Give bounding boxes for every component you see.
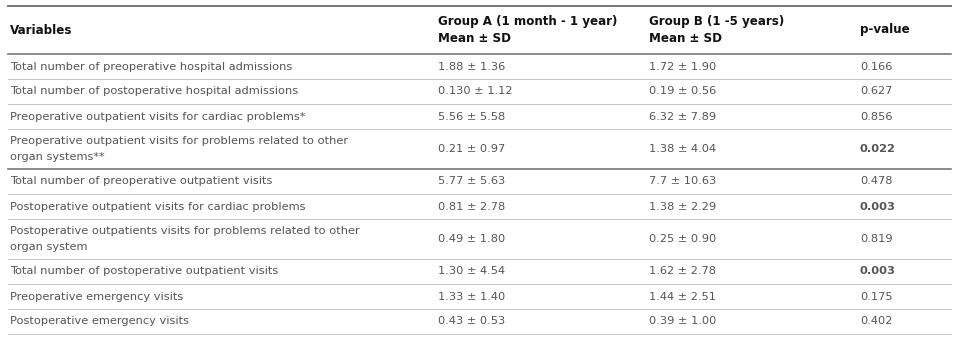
Text: 0.21 ± 0.97: 0.21 ± 0.97: [438, 144, 505, 154]
Text: Total number of preoperative outpatient visits: Total number of preoperative outpatient …: [10, 176, 272, 187]
Text: 0.130 ± 1.12: 0.130 ± 1.12: [438, 86, 512, 97]
Text: 0.175: 0.175: [860, 292, 893, 301]
Text: 0.43 ± 0.53: 0.43 ± 0.53: [438, 316, 505, 327]
Text: 1.44 ± 2.51: 1.44 ± 2.51: [649, 292, 716, 301]
Text: 0.39 ± 1.00: 0.39 ± 1.00: [649, 316, 716, 327]
Text: 0.022: 0.022: [860, 144, 896, 154]
Text: 0.25 ± 0.90: 0.25 ± 0.90: [649, 234, 716, 244]
Text: 0.003: 0.003: [860, 266, 896, 277]
Text: Postoperative outpatient visits for cardiac problems: Postoperative outpatient visits for card…: [10, 202, 306, 211]
Text: organ system: organ system: [10, 242, 87, 252]
Text: Group B (1 -5 years): Group B (1 -5 years): [649, 15, 784, 28]
Text: 1.72 ± 1.90: 1.72 ± 1.90: [649, 62, 716, 71]
Text: Group A (1 month - 1 year): Group A (1 month - 1 year): [438, 15, 618, 28]
Text: Total number of postoperative outpatient visits: Total number of postoperative outpatient…: [10, 266, 278, 277]
Text: 1.33 ± 1.40: 1.33 ± 1.40: [438, 292, 505, 301]
Text: 0.856: 0.856: [860, 112, 893, 121]
Text: Variables: Variables: [10, 23, 73, 36]
Text: Preoperative emergency visits: Preoperative emergency visits: [10, 292, 183, 301]
Text: Mean ± SD: Mean ± SD: [649, 32, 722, 44]
Text: 1.38 ± 4.04: 1.38 ± 4.04: [649, 144, 716, 154]
Text: 5.56 ± 5.58: 5.56 ± 5.58: [438, 112, 505, 121]
Text: 0.819: 0.819: [860, 234, 893, 244]
Text: Postoperative outpatients visits for problems related to other: Postoperative outpatients visits for pro…: [10, 226, 360, 236]
Text: Preoperative outpatient visits for problems related to other: Preoperative outpatient visits for probl…: [10, 136, 348, 146]
Text: Preoperative outpatient visits for cardiac problems*: Preoperative outpatient visits for cardi…: [10, 112, 305, 121]
Text: 6.32 ± 7.89: 6.32 ± 7.89: [649, 112, 716, 121]
Text: 0.81 ± 2.78: 0.81 ± 2.78: [438, 202, 505, 211]
Text: 0.003: 0.003: [860, 202, 896, 211]
Text: 1.38 ± 2.29: 1.38 ± 2.29: [649, 202, 716, 211]
Text: Mean ± SD: Mean ± SD: [438, 32, 511, 44]
Text: 0.166: 0.166: [860, 62, 893, 71]
Text: p-value: p-value: [860, 23, 910, 36]
Text: 0.402: 0.402: [860, 316, 893, 327]
Text: 0.49 ± 1.80: 0.49 ± 1.80: [438, 234, 505, 244]
Text: 1.30 ± 4.54: 1.30 ± 4.54: [438, 266, 505, 277]
Text: 1.88 ± 1.36: 1.88 ± 1.36: [438, 62, 505, 71]
Text: 1.62 ± 2.78: 1.62 ± 2.78: [649, 266, 716, 277]
Text: Total number of preoperative hospital admissions: Total number of preoperative hospital ad…: [10, 62, 292, 71]
Text: 7.7 ± 10.63: 7.7 ± 10.63: [649, 176, 716, 187]
Text: Total number of postoperative hospital admissions: Total number of postoperative hospital a…: [10, 86, 298, 97]
Text: 0.19 ± 0.56: 0.19 ± 0.56: [649, 86, 716, 97]
Text: 0.627: 0.627: [860, 86, 893, 97]
Text: 0.478: 0.478: [860, 176, 893, 187]
Text: Postoperative emergency visits: Postoperative emergency visits: [10, 316, 189, 327]
Text: organ systems**: organ systems**: [10, 152, 105, 162]
Text: 5.77 ± 5.63: 5.77 ± 5.63: [438, 176, 505, 187]
